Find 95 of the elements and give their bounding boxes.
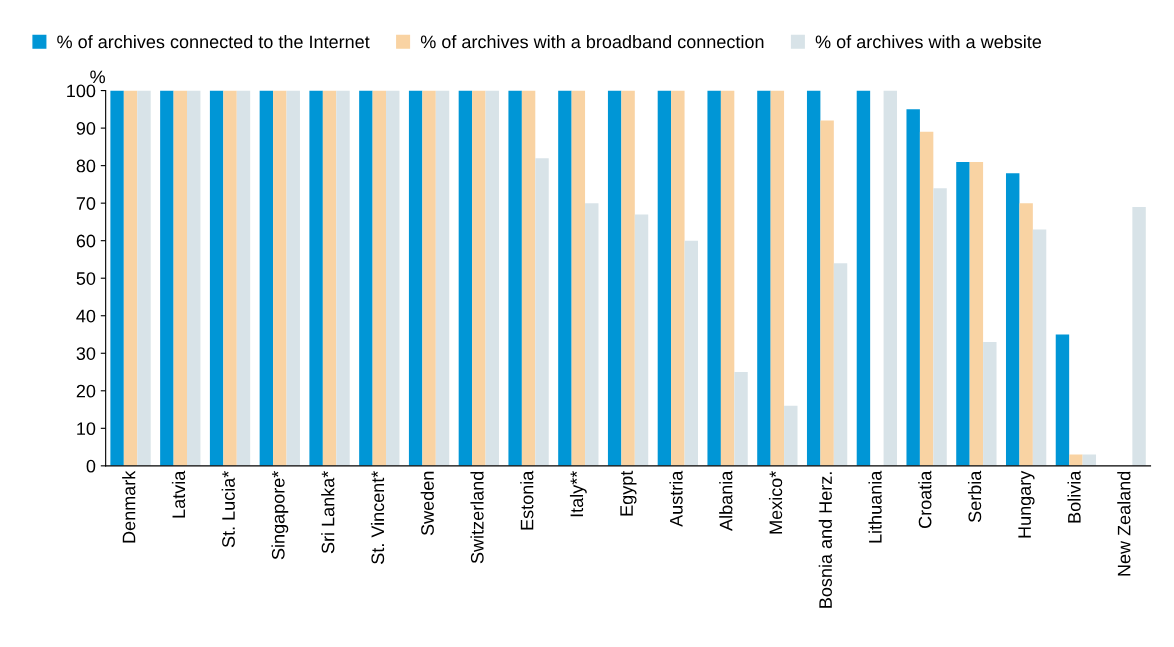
x-tick-label: Sweden	[420, 471, 434, 536]
x-tick-label: Singapore*	[271, 470, 289, 560]
bar	[309, 90, 323, 466]
x-tick-label: Mexico*	[768, 470, 783, 534]
y-tick-label: 50	[76, 272, 96, 285]
x-tick-label: New Zealand	[1117, 471, 1131, 576]
bar	[209, 90, 224, 466]
bar	[983, 342, 997, 466]
bar	[806, 90, 821, 466]
bar	[110, 90, 124, 466]
bar	[359, 90, 373, 466]
x-tick-label: Egypt	[620, 470, 637, 516]
bar	[535, 158, 549, 466]
x-tick-label: St. Vincent*	[370, 470, 385, 564]
bar	[422, 90, 436, 466]
x-tick-label: St. Lucia*	[221, 470, 235, 548]
y-axis-title: %	[90, 70, 106, 84]
bar	[1032, 229, 1047, 466]
y-tick-label: 20	[76, 384, 96, 398]
bar	[236, 90, 251, 466]
x-tick-label: Italy**	[569, 470, 587, 517]
legend-label: % of archives connected to the Internet	[57, 34, 370, 49]
x-tick-label: Austria	[669, 470, 683, 527]
y-tick-label: 90	[76, 122, 96, 135]
bar	[336, 90, 350, 466]
bar	[408, 90, 423, 466]
bar	[707, 90, 721, 466]
bar	[1132, 206, 1146, 466]
bar	[784, 405, 798, 466]
legend-label: % of archives with a broadband connection	[420, 34, 764, 49]
bar	[571, 90, 586, 466]
x-tick-label: Serbia	[967, 470, 982, 523]
bar	[770, 90, 785, 466]
legend-label: % of archives with a website	[815, 34, 1042, 49]
bar	[1055, 334, 1070, 466]
x-tick-label: Lithuania	[868, 470, 882, 543]
x-tick-label: Albania	[719, 470, 733, 531]
y-tick-label: 100	[67, 84, 96, 98]
x-tick-label: Latvia	[171, 470, 186, 518]
bar	[160, 90, 174, 466]
bar	[472, 90, 486, 466]
x-tick-label: Bosnia and Herz.	[818, 472, 832, 608]
bar	[621, 90, 635, 466]
bar	[956, 161, 970, 466]
bar	[521, 90, 536, 466]
y-tick-label: 30	[76, 347, 96, 360]
bar	[585, 203, 599, 466]
x-tick-label: Switzerland	[470, 471, 484, 564]
x-tick-label: Estonia	[520, 470, 534, 530]
bar	[757, 90, 771, 466]
bar	[1005, 173, 1020, 466]
bar	[259, 90, 274, 466]
bar	[386, 90, 400, 466]
bar	[1069, 454, 1083, 466]
bar	[657, 90, 672, 466]
bar	[273, 90, 287, 466]
bar	[187, 90, 201, 466]
bar	[933, 188, 947, 466]
bar	[458, 90, 473, 466]
bar	[558, 90, 572, 466]
bar	[607, 90, 622, 466]
bar	[634, 214, 649, 466]
x-tick-label: Hungary	[1018, 470, 1035, 538]
bar	[123, 90, 138, 466]
bar	[1019, 203, 1033, 466]
bar	[508, 90, 522, 466]
bar	[286, 90, 300, 466]
bar	[856, 90, 871, 466]
bar	[883, 90, 898, 466]
bar	[671, 90, 685, 466]
bar	[485, 90, 499, 466]
y-tick-label: 40	[76, 309, 96, 323]
x-tick-label: Bolivia	[1067, 470, 1081, 523]
bar	[223, 90, 237, 466]
bar	[820, 120, 834, 466]
y-tick-label: 10	[77, 422, 96, 436]
bar	[684, 240, 698, 466]
x-tick-label: Croatia	[918, 470, 932, 528]
bar	[919, 131, 934, 466]
bar	[137, 90, 151, 466]
x-tick-label: Sri Lanka*	[321, 470, 335, 554]
bar	[720, 90, 735, 466]
bar	[173, 90, 188, 466]
bar	[372, 90, 387, 466]
x-tick-label: Denmark	[122, 470, 136, 543]
y-tick-label: 0	[86, 459, 96, 473]
bar	[833, 263, 848, 466]
bar	[969, 161, 984, 466]
y-tick-label: 60	[76, 234, 96, 248]
bar	[322, 90, 337, 466]
y-tick-label: 80	[76, 159, 96, 173]
bar	[435, 90, 450, 466]
y-tick-label: 70	[76, 197, 96, 210]
bar	[734, 372, 748, 466]
bar	[906, 109, 920, 466]
